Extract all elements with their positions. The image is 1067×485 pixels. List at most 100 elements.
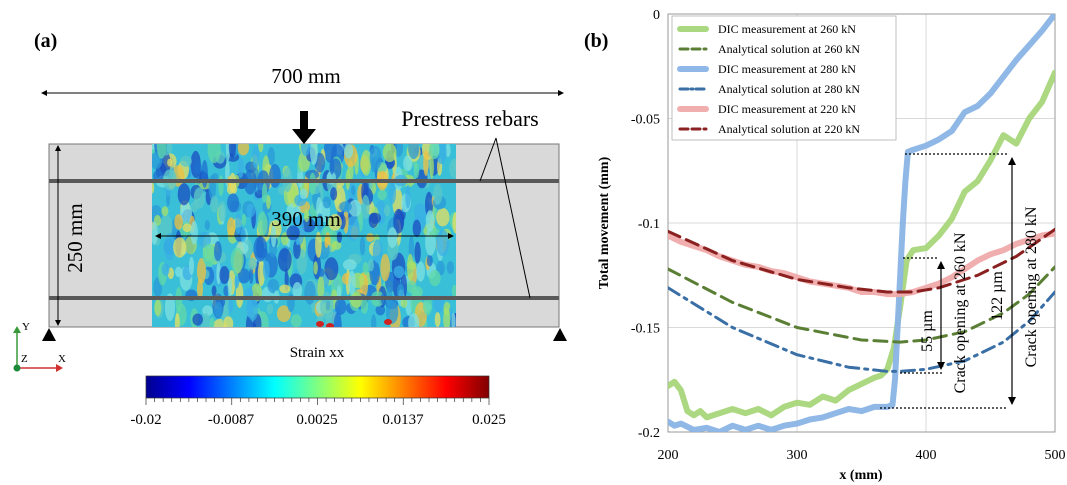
strain-texture-blob <box>252 144 260 169</box>
strain-texture-blob <box>385 300 399 324</box>
strain-texture-blob <box>188 256 195 275</box>
strain-texture-blob <box>322 196 332 209</box>
strain-texture-blob <box>202 243 217 267</box>
colorbar-tick-labels: -0.02 -0.0087 0.0025 0.0137 0.025 <box>130 412 506 428</box>
strain-texture-blob <box>372 239 383 264</box>
strain-texture-blob <box>249 266 254 285</box>
strain-texture-blob <box>235 282 244 309</box>
strain-texture-blob <box>301 218 316 233</box>
chart-tick-labels: 200 300 400 500 0 -0.05 -0.1 -0.15 -0.2 <box>631 8 1066 463</box>
strain-texture-blob <box>434 312 441 327</box>
strain-texture-blob <box>397 283 405 299</box>
strain-texture-blob <box>152 181 155 194</box>
strain-texture-blob <box>214 301 223 318</box>
strain-texture-blob <box>237 157 244 178</box>
strain-texture-blob <box>267 278 279 294</box>
strain-texture-blob <box>436 208 450 227</box>
strain-texture-blob <box>204 220 210 231</box>
strain-texture-blob <box>159 214 173 239</box>
axis-y-label: Y <box>22 321 30 333</box>
legend-box <box>671 15 897 141</box>
strain-texture-blob <box>237 268 251 284</box>
strain-texture-blob <box>201 160 208 188</box>
strain-texture-blob <box>227 193 240 213</box>
inner-width-label: 390 mm <box>271 207 340 231</box>
strain-texture-blob <box>193 187 205 209</box>
strain-texture-blob <box>324 238 329 248</box>
strain-texture-blob <box>258 144 264 153</box>
strain-texture-blob <box>182 223 192 232</box>
strain-texture-blob <box>304 280 316 305</box>
strain-texture-blob <box>192 313 203 326</box>
strain-texture-blob <box>317 268 325 277</box>
strain-texture-blob <box>360 298 369 314</box>
strain-texture-blob <box>400 298 408 308</box>
strain-texture-blob <box>343 209 349 234</box>
strain-texture-blob <box>177 183 191 206</box>
crack-annotation-260: 55 µm Crack opening at 260 kN <box>900 232 969 393</box>
crack-260-text: Crack opening at 260 kN <box>952 232 969 393</box>
strain-texture-blob <box>384 319 392 325</box>
strain-texture-blob <box>243 288 254 298</box>
strain-texture-blob <box>247 296 258 321</box>
strain-texture-blob <box>266 195 271 210</box>
strain-texture-blob <box>197 278 203 300</box>
strain-texture-blob <box>255 247 268 259</box>
strain-texture-blob <box>223 316 234 327</box>
strain-texture-blob <box>429 269 441 287</box>
rebar-label: Prestress rebars <box>401 106 538 131</box>
strain-texture-blob <box>330 187 338 201</box>
strain-texture-blob <box>234 275 240 289</box>
strain-texture-blob <box>156 144 167 159</box>
y-tick-label: 0 <box>653 8 660 23</box>
strain-texture-blob <box>292 282 303 299</box>
panel-b-label: (b) <box>584 30 608 52</box>
strain-texture-blob <box>324 257 339 281</box>
strain-texture-blob <box>407 253 414 282</box>
strain-texture-blob <box>361 194 370 219</box>
strain-texture-blob <box>290 314 302 327</box>
strain-texture-blob <box>190 221 198 245</box>
strain-texture-blob <box>246 203 256 218</box>
strain-texture-blob <box>412 219 421 238</box>
strain-texture-blob <box>174 313 180 327</box>
strain-texture-blob <box>207 144 221 164</box>
strain-texture-blob <box>228 298 234 314</box>
strain-texture-blob <box>371 314 377 327</box>
strain-texture-blob <box>227 276 232 297</box>
colorbar-title: Strain xx <box>290 345 345 361</box>
strain-texture-blob <box>161 263 170 276</box>
strain-texture-blob <box>326 323 334 327</box>
strain-texture-blob <box>235 212 242 235</box>
strain-texture-blob <box>174 214 183 230</box>
strain-texture-blob <box>362 262 369 275</box>
strain-texture-blob <box>331 240 342 250</box>
strain-texture-blob <box>180 202 192 225</box>
strain-texture-blob <box>451 284 456 298</box>
y-tick-label: -0.2 <box>638 426 660 441</box>
colorbar-tick: -0.0087 <box>208 412 255 428</box>
series-line-0 <box>668 69 1055 421</box>
strain-texture-blob <box>167 158 173 167</box>
strain-texture-blob <box>316 213 324 231</box>
support-right-icon <box>553 328 567 341</box>
strain-texture-blob <box>369 212 381 224</box>
strain-texture-blob <box>209 317 215 327</box>
strain-texture-blob <box>414 241 421 264</box>
strain-texture-blob <box>240 227 247 243</box>
y-axis-title: Total movement (mm) <box>597 156 612 289</box>
strain-texture-blob <box>310 144 318 166</box>
strain-texture-blob <box>436 229 450 257</box>
strain-texture-blob <box>403 155 413 171</box>
strain-texture-blob <box>384 204 391 217</box>
strain-texture-blob <box>429 144 440 160</box>
strain-texture-blob <box>210 196 219 213</box>
strain-texture-blob <box>200 313 212 327</box>
strain-texture-blob <box>452 212 456 234</box>
strain-texture-blob <box>227 217 236 238</box>
series-line-5 <box>668 227 1055 294</box>
strain-texture-blob <box>416 261 425 282</box>
colorbar-tick: 0.025 <box>472 412 506 428</box>
strain-texture-blob <box>405 184 411 209</box>
